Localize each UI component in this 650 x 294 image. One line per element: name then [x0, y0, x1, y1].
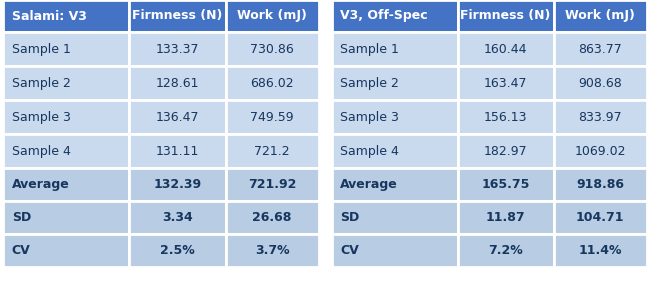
- Text: 3.7%: 3.7%: [255, 244, 289, 257]
- Text: SD: SD: [12, 211, 31, 224]
- Bar: [226, 0, 318, 32]
- Bar: [129, 66, 226, 100]
- Text: 833.97: 833.97: [578, 111, 622, 123]
- Text: 918.86: 918.86: [577, 178, 624, 191]
- Bar: [458, 234, 554, 267]
- Bar: [3, 32, 129, 66]
- Bar: [554, 201, 647, 234]
- Text: 1069.02: 1069.02: [575, 144, 626, 158]
- Text: 163.47: 163.47: [484, 76, 527, 89]
- Text: 749.59: 749.59: [250, 111, 294, 123]
- Bar: [129, 134, 226, 168]
- Bar: [332, 32, 458, 66]
- Bar: [3, 66, 129, 100]
- Text: Firmness (N): Firmness (N): [460, 9, 551, 23]
- Text: 165.75: 165.75: [482, 178, 530, 191]
- Bar: [554, 134, 647, 168]
- Bar: [332, 100, 458, 134]
- Text: 156.13: 156.13: [484, 111, 527, 123]
- Bar: [3, 134, 129, 168]
- Text: Sample 4: Sample 4: [340, 144, 399, 158]
- Text: Salami: V3: Salami: V3: [12, 9, 86, 23]
- Text: Sample 1: Sample 1: [12, 43, 71, 56]
- Bar: [226, 168, 318, 201]
- Bar: [226, 134, 318, 168]
- Bar: [332, 201, 458, 234]
- Text: Sample 4: Sample 4: [12, 144, 71, 158]
- Text: Sample 3: Sample 3: [12, 111, 71, 123]
- Bar: [129, 100, 226, 134]
- Text: 160.44: 160.44: [484, 43, 527, 56]
- Bar: [554, 100, 647, 134]
- Text: 2.5%: 2.5%: [160, 244, 195, 257]
- Bar: [458, 168, 554, 201]
- Text: 730.86: 730.86: [250, 43, 294, 56]
- Bar: [554, 32, 647, 66]
- Bar: [458, 66, 554, 100]
- Text: 104.71: 104.71: [576, 211, 625, 224]
- Text: 133.37: 133.37: [156, 43, 199, 56]
- Bar: [458, 134, 554, 168]
- Text: Sample 1: Sample 1: [340, 43, 399, 56]
- Text: 131.11: 131.11: [156, 144, 199, 158]
- Bar: [554, 66, 647, 100]
- Bar: [129, 32, 226, 66]
- Bar: [3, 234, 129, 267]
- Bar: [458, 32, 554, 66]
- Bar: [129, 0, 226, 32]
- Text: 136.47: 136.47: [156, 111, 199, 123]
- Bar: [226, 234, 318, 267]
- Bar: [554, 0, 647, 32]
- Text: CV: CV: [12, 244, 31, 257]
- Text: 128.61: 128.61: [156, 76, 199, 89]
- Bar: [458, 201, 554, 234]
- Text: Sample 3: Sample 3: [340, 111, 399, 123]
- Text: Sample 2: Sample 2: [340, 76, 399, 89]
- Bar: [554, 234, 647, 267]
- Text: Average: Average: [340, 178, 398, 191]
- Bar: [226, 66, 318, 100]
- Text: 26.68: 26.68: [252, 211, 292, 224]
- Text: Work (mJ): Work (mJ): [237, 9, 307, 23]
- Text: 3.34: 3.34: [162, 211, 193, 224]
- Bar: [129, 168, 226, 201]
- Text: 11.87: 11.87: [486, 211, 525, 224]
- Text: CV: CV: [340, 244, 359, 257]
- Bar: [226, 32, 318, 66]
- Text: 721.2: 721.2: [254, 144, 290, 158]
- Text: 7.2%: 7.2%: [488, 244, 523, 257]
- Text: 686.02: 686.02: [250, 76, 294, 89]
- Text: 11.4%: 11.4%: [578, 244, 622, 257]
- Text: 721.92: 721.92: [248, 178, 296, 191]
- Text: Work (mJ): Work (mJ): [566, 9, 635, 23]
- Text: 908.68: 908.68: [578, 76, 622, 89]
- Bar: [332, 66, 458, 100]
- Text: V3, Off-Spec: V3, Off-Spec: [340, 9, 428, 23]
- Bar: [3, 168, 129, 201]
- Bar: [129, 201, 226, 234]
- Text: Sample 2: Sample 2: [12, 76, 71, 89]
- Text: 132.39: 132.39: [153, 178, 202, 191]
- Bar: [332, 234, 458, 267]
- Bar: [554, 168, 647, 201]
- Text: 182.97: 182.97: [484, 144, 528, 158]
- Bar: [3, 0, 129, 32]
- Text: 863.77: 863.77: [578, 43, 622, 56]
- Bar: [458, 0, 554, 32]
- Bar: [226, 100, 318, 134]
- Bar: [332, 168, 458, 201]
- Bar: [226, 201, 318, 234]
- Bar: [129, 234, 226, 267]
- Text: SD: SD: [340, 211, 359, 224]
- Bar: [3, 201, 129, 234]
- Bar: [458, 100, 554, 134]
- Bar: [3, 100, 129, 134]
- Bar: [332, 134, 458, 168]
- Bar: [332, 0, 458, 32]
- Text: Firmness (N): Firmness (N): [132, 9, 222, 23]
- Text: Average: Average: [12, 178, 70, 191]
